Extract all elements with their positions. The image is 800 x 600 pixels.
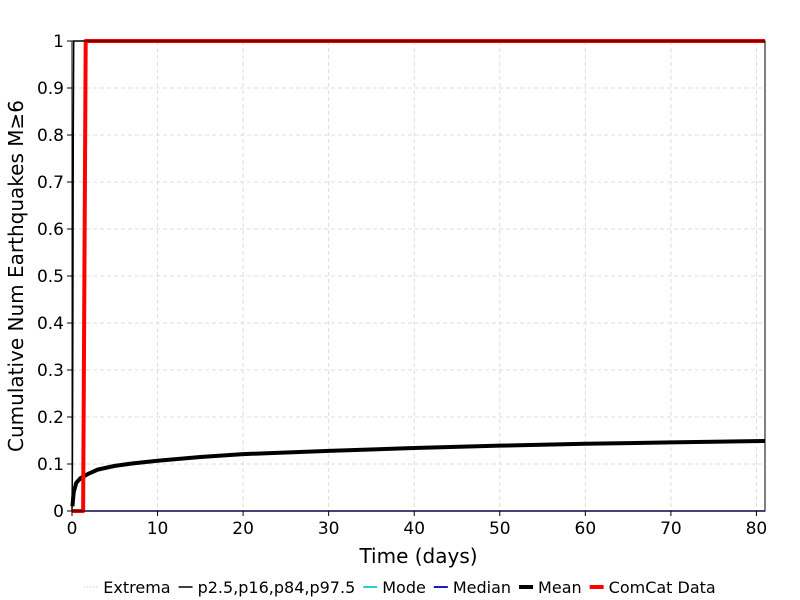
grid [72,41,765,511]
y-axis-title: Cumulative Num Earthquakes M≥6 [4,100,28,452]
y-tick-label: 0.4 [37,314,64,334]
series-line-mean [70,438,766,507]
y-tick-label: 0.7 [37,173,64,193]
y-tick-label: 0.5 [37,267,64,287]
x-tick-label: 20 [232,519,254,539]
legend-label-extrema: Extrema [103,578,170,597]
x-tick-label: 50 [489,519,511,539]
legend-label-median: Median [453,578,511,597]
legend-label-mode: Mode [382,578,426,597]
x-tick-label: 60 [575,519,597,539]
y-tick-label: 0.1 [37,455,64,475]
legend-label-mean: Mean [538,578,582,597]
legend: Extrema p2.5,p16,p84,p97.5 Mode Median Mean C… [84,578,716,597]
x-tick-label: 0 [67,519,78,539]
y-tick-label: 0.6 [37,220,64,240]
x-tick-label: 30 [318,519,340,539]
y-tick-label: 0.2 [37,408,64,428]
y-tick-label: 0.3 [37,361,64,381]
y-tick-label: 0 [53,502,64,522]
y-tick-label: 0.8 [37,126,64,146]
legend-label-comcat-data: ComCat Data [609,578,716,597]
legend-label-p2-5-p16-p84-p97-5: p2.5,p16,p84,p97.5 [198,578,356,597]
x-tick-label: 80 [746,519,768,539]
x-tick-label: 40 [403,519,425,539]
x-axis-title: Time (days) [358,544,477,568]
x-axis-ticks: 0 10 20 30 40 50 60 70 80 [67,511,768,539]
y-axis-ticks: 0 0.1 0.2 0.3 0.4 0.5 0.6 0.7 0.8 0.9 1 [37,32,72,522]
y-tick-label: 0.9 [37,79,64,99]
y-tick-label: 1 [53,32,64,52]
x-tick-label: 10 [147,519,169,539]
x-tick-label: 70 [660,519,682,539]
